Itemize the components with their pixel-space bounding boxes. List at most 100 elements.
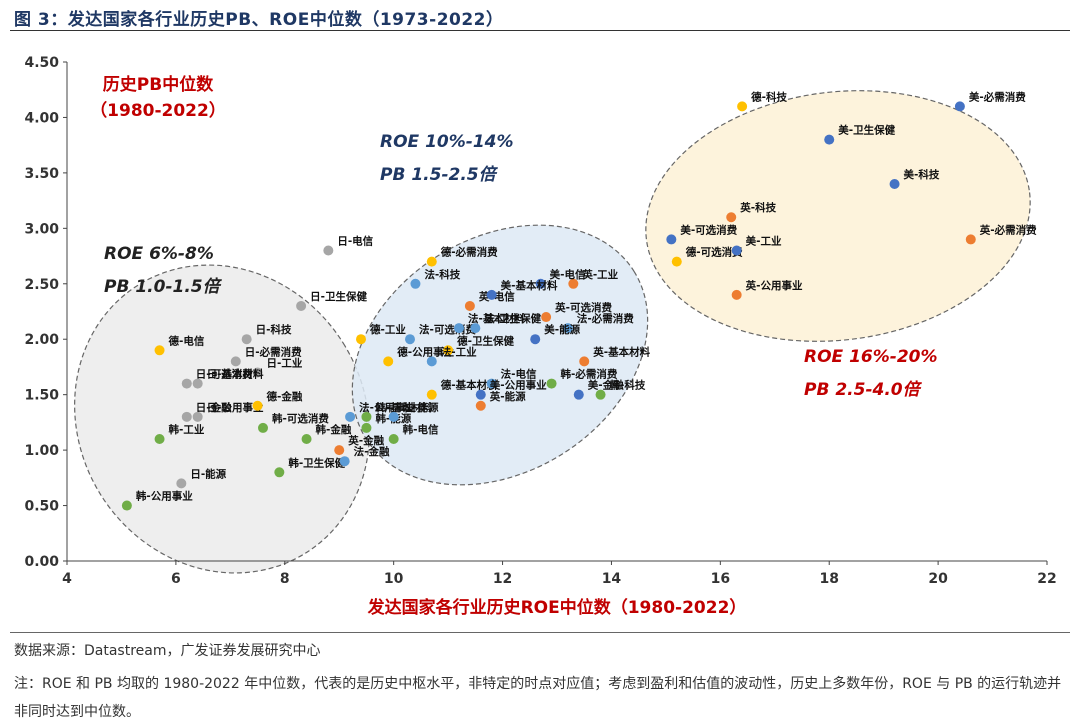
footer-rule — [10, 632, 1070, 633]
data-point — [361, 411, 372, 422]
point-label: 英-金融 — [347, 434, 384, 447]
point-label: 德-电信 — [168, 334, 205, 347]
point-label: 日-电信 — [337, 235, 373, 248]
x-tick-label: 22 — [1037, 571, 1056, 587]
data-point — [383, 356, 394, 367]
x-tick-label: 14 — [602, 571, 622, 587]
data-point — [475, 400, 486, 411]
data-point — [405, 334, 415, 345]
point-label: 美-可选消费 — [680, 223, 737, 236]
point-label: 韩-可选消费 — [272, 412, 329, 425]
x-tick-label: 6 — [171, 571, 181, 587]
point-label: 英-必需消费 — [979, 223, 1037, 236]
point-label: 韩-公用事业 — [136, 490, 193, 503]
point-label: 德-可选消费 — [685, 246, 743, 259]
y-tick-label: 3.50 — [24, 166, 59, 182]
point-label: 日-工业 — [267, 356, 303, 369]
point-label: 韩-基本材料 — [375, 401, 432, 414]
range-annotation-text: ROE 6%-8% — [104, 244, 214, 264]
y-tick-label: 3.00 — [24, 221, 59, 237]
point-label: 韩-必需消费 — [561, 368, 618, 381]
point-label: 美-金融 — [588, 379, 624, 392]
point-label: 英-科技 — [739, 201, 776, 214]
data-point — [530, 334, 541, 345]
y-tick-label: 2.50 — [24, 277, 59, 293]
data-point — [954, 101, 965, 112]
data-point — [595, 389, 606, 400]
point-label: 法-电信 — [501, 368, 537, 381]
data-point — [535, 278, 546, 289]
range-annotation-text: PB 1.5-2.5倍 — [380, 165, 499, 185]
data-point — [731, 245, 742, 256]
data-point — [726, 212, 737, 223]
data-point — [737, 101, 748, 112]
scatter-chart: 历史PB中位数 （1980-2022） 0.00 0.50 1.00 1.50 2.00… — [24, 55, 1056, 618]
data-point — [573, 389, 584, 400]
data-point — [486, 289, 497, 300]
y-tick-label: 1.00 — [24, 443, 59, 459]
chart-title-line2: （1980-2022） — [90, 100, 226, 121]
data-point — [562, 323, 573, 334]
data-point — [181, 378, 192, 389]
note-text: 注：ROE 和 PB 均取的 1980-2022 年中位数，代表的是历史中枢水平… — [14, 676, 1062, 720]
point-label: 英-基本材料 — [592, 345, 650, 358]
y-tick-label: 1.50 — [24, 388, 59, 404]
point-label: 日-卫生保健 — [310, 290, 367, 303]
point-label: 美-卫生保健 — [838, 124, 895, 137]
point-label: 英-能源 — [489, 390, 526, 403]
data-point — [334, 445, 345, 456]
data-point — [154, 345, 165, 356]
data-point — [889, 178, 900, 189]
point-label: 法-公用事业 — [359, 401, 416, 414]
data-point — [470, 323, 481, 334]
point-label: 日-能源 — [190, 467, 226, 480]
data-point — [443, 345, 454, 356]
source-text: 数据来源：Datastream，广发证券发展研究中心 — [14, 643, 321, 659]
range-annotation-text: ROE 10%-14% — [380, 132, 514, 152]
x-tick-label: 18 — [819, 571, 838, 587]
data-point — [323, 245, 334, 256]
point-label: 德-工业 — [369, 323, 406, 336]
data-point — [339, 456, 350, 467]
cluster-high-ellipse — [645, 90, 1031, 342]
data-point — [258, 422, 268, 433]
x-tick-label: 4 — [62, 571, 72, 587]
data-point — [426, 356, 437, 367]
point-label: 德-必需消费 — [440, 246, 498, 259]
data-point — [296, 300, 307, 311]
range-annotation-text: PB 2.5-4.0倍 — [804, 380, 923, 400]
cluster-mid-ellipse — [351, 224, 649, 486]
y-tick-label: 4.00 — [24, 110, 59, 126]
data-point — [454, 323, 464, 334]
data-point — [388, 411, 399, 422]
point-label: 德-科技 — [750, 90, 787, 103]
y-tick-label: 4.50 — [24, 55, 59, 71]
data-point — [546, 378, 557, 389]
point-label: 德-卫生保健 — [456, 334, 514, 347]
data-point — [301, 434, 312, 445]
point-label: 英-电信 — [478, 290, 515, 303]
x-tick-label: 8 — [280, 571, 290, 587]
point-label: 日-可选消费 — [196, 368, 253, 381]
point-label: 法-金融 — [354, 445, 390, 458]
data-point — [965, 234, 976, 245]
point-label: 英-公用事业 — [745, 279, 803, 292]
y-tick-label: 0.50 — [24, 499, 59, 515]
point-label: 美-基本材料 — [501, 279, 558, 292]
point-label: 日-公用事业 — [207, 401, 264, 414]
axes: 0.00 0.50 1.00 1.50 2.00 2.50 3.00 3.50 4.00 4.50… — [24, 55, 1056, 587]
y-tick-label: 0.00 — [24, 554, 59, 570]
data-point — [410, 278, 421, 289]
data-point — [475, 389, 486, 400]
data-point — [426, 256, 437, 267]
data-point — [356, 334, 366, 345]
figure-title: 图 3：发达国家各行业历史PB、ROE中位数（1973-2022） — [14, 10, 504, 30]
data-point — [230, 356, 241, 367]
data-point — [274, 467, 285, 478]
data-point — [121, 500, 132, 511]
data-point — [361, 422, 372, 433]
data-point — [176, 478, 187, 489]
point-label: 英-可选消费 — [554, 301, 612, 314]
data-point — [388, 434, 399, 445]
point-label: 法-工业 — [441, 345, 477, 358]
